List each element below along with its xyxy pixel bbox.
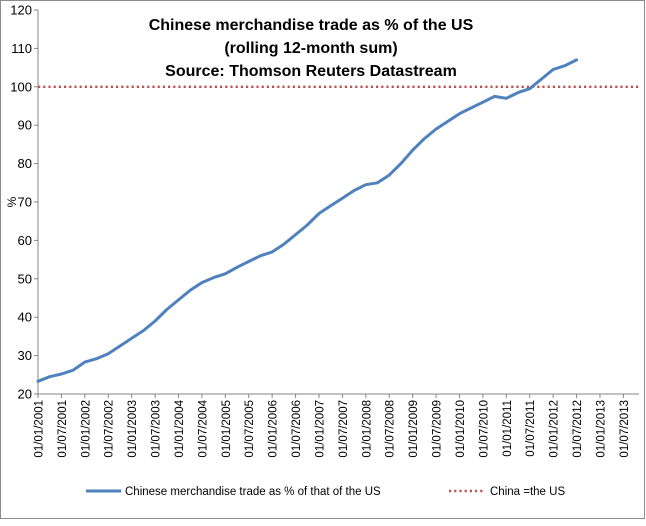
y-axis: 20 30 40 50 60 70 80 90 100 110 120	[10, 3, 39, 402]
data-point	[341, 197, 343, 199]
y-tick-label: 40	[18, 310, 32, 325]
legend-label-china-equals-us: China =the US	[490, 486, 565, 498]
data-point	[189, 289, 191, 291]
data-point	[365, 184, 367, 186]
x-tick-label: 01/01/2002	[80, 400, 92, 458]
plot-area	[36, 58, 639, 383]
data-point	[166, 308, 168, 311]
x-tick-label: 01/07/2012	[572, 400, 584, 458]
x-tick-label: 01/07/2005	[244, 400, 256, 458]
x-tick-label: 01/01/2006	[268, 400, 280, 458]
data-point	[576, 59, 578, 61]
data-point	[564, 65, 566, 67]
y-tick-label: 110	[11, 41, 32, 56]
series-line-trade-share	[36, 58, 579, 383]
chart-title-line-3: Source: Thomson Reuters Datastream	[165, 63, 457, 80]
data-point	[353, 189, 355, 192]
data-point	[259, 255, 261, 257]
x-tick-label: 01/01/2010	[455, 400, 467, 458]
data-point	[283, 243, 285, 245]
y-tick-label: 20	[18, 387, 32, 402]
data-point	[400, 163, 402, 165]
data-point	[142, 330, 144, 332]
data-point	[107, 353, 109, 355]
data-point	[376, 182, 379, 184]
data-point	[248, 260, 250, 263]
x-tick-label: 01/07/2010	[478, 400, 490, 458]
x-tick-label: 01/01/2012	[549, 400, 561, 458]
x-tick-label: 01/07/2013	[619, 400, 631, 458]
data-point	[458, 113, 461, 115]
x-tick-label: 01/07/2008	[385, 400, 397, 458]
y-tick-label: 100	[10, 79, 32, 94]
data-point	[95, 358, 98, 360]
data-point	[494, 95, 496, 97]
y-axis-label: %	[5, 196, 19, 207]
data-point	[306, 224, 308, 226]
x-tick-label: 01/07/2011	[525, 400, 537, 457]
data-point	[49, 376, 51, 378]
y-tick-label: 70	[18, 195, 32, 210]
chart-title-line-1: Chinese merchandise trade as % of the US	[149, 17, 474, 34]
legend-label-trade-share: Chinese merchandise trade as % of that o…	[125, 486, 381, 498]
x-tick-label: 01/01/2013	[595, 400, 607, 458]
x-axis: 01/01/2001 01/07/2001 01/01/2002 01/07/2002…	[34, 393, 639, 458]
data-point	[154, 320, 156, 322]
data-point	[213, 277, 215, 279]
data-point	[201, 282, 203, 284]
x-tick-label: 01/07/2004	[197, 399, 209, 457]
x-tick-label: 01/01/2011	[502, 400, 514, 457]
data-point	[447, 120, 449, 122]
data-point	[224, 273, 226, 275]
y-tick-label: 50	[18, 271, 32, 286]
x-tick-label: 01/01/2007	[314, 400, 326, 458]
data-point	[517, 92, 519, 94]
x-tick-label: 01/01/2003	[127, 400, 139, 458]
data-point	[505, 97, 507, 99]
x-tick-label: 01/07/2006	[291, 400, 303, 458]
x-tick-label: 01/07/2003	[151, 400, 163, 458]
data-point	[423, 138, 425, 140]
data-point	[388, 174, 390, 176]
data-point	[540, 78, 543, 80]
x-tick-label: 01/01/2001	[34, 400, 46, 458]
data-point	[271, 251, 273, 253]
data-point	[330, 205, 332, 207]
data-point	[60, 373, 63, 375]
data-point	[37, 380, 39, 382]
x-tick-label: 01/01/2009	[408, 400, 420, 458]
x-tick-label: 01/01/2004	[174, 399, 186, 457]
data-point	[295, 234, 297, 236]
y-tick-label: 80	[18, 156, 32, 171]
data-point	[131, 337, 133, 339]
x-tick-label: 01/07/2002	[104, 400, 116, 458]
x-tick-label: 01/01/2005	[221, 400, 233, 458]
data-point	[529, 88, 531, 90]
x-tick-label: 01/01/2008	[361, 400, 373, 458]
data-point	[470, 107, 472, 109]
data-point	[435, 128, 437, 130]
data-point	[177, 299, 180, 301]
x-tick-label: 01/07/2001	[57, 400, 69, 458]
y-tick-label: 60	[18, 233, 32, 248]
data-point	[412, 149, 414, 151]
data-point	[84, 361, 86, 363]
data-point	[482, 101, 484, 103]
data-point	[72, 369, 74, 371]
x-tick-label: 01/07/2009	[432, 400, 444, 458]
data-point	[552, 68, 554, 71]
y-tick-label: 120	[10, 3, 32, 18]
y-tick-label: 30	[18, 348, 32, 363]
y-tick-label: 90	[18, 118, 32, 133]
x-tick-label: 01/07/2007	[338, 400, 350, 458]
data-point	[318, 212, 320, 215]
chart-title-line-2: (rolling 12-month sum)	[224, 40, 397, 57]
data-point	[119, 345, 121, 347]
data-point	[236, 266, 238, 268]
legend: Chinese merchandise trade as % of that o…	[86, 486, 565, 498]
